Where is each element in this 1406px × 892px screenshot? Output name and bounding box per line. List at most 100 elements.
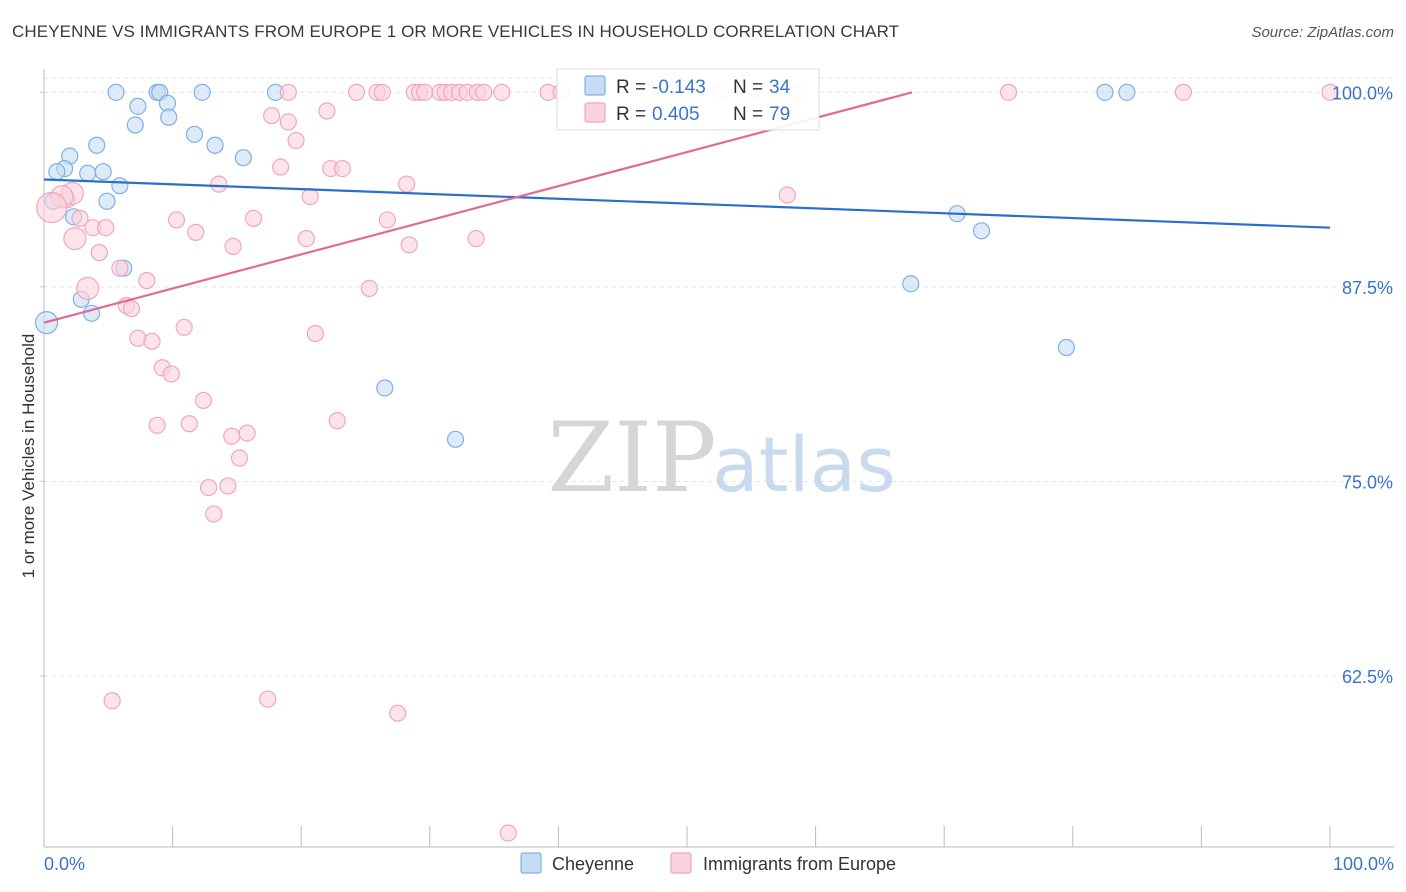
point-cheyenne <box>79 164 97 182</box>
point-cheyenne <box>88 136 106 154</box>
watermark-atlas: atlas <box>712 420 896 509</box>
point-europe <box>167 211 186 229</box>
point-europe <box>272 158 290 176</box>
point-europe <box>138 272 156 290</box>
point-europe <box>1321 83 1339 101</box>
point-europe <box>219 477 237 495</box>
point-europe <box>143 332 161 350</box>
point-europe <box>71 209 89 227</box>
point-europe <box>36 191 68 224</box>
point-cheyenne <box>94 163 112 181</box>
point-europe <box>360 279 378 297</box>
watermark-zip: ZIP <box>547 402 716 514</box>
point-europe <box>306 324 324 343</box>
chart-source: Source: ZipAtlas.com <box>1251 24 1394 41</box>
stats-legend: R = -0.143 N = 34 R = 0.405 N = 79 <box>556 68 820 131</box>
trend-line-cheyenne <box>43 178 1331 229</box>
point-cheyenne <box>1057 338 1075 357</box>
point-europe <box>194 391 213 410</box>
point-cheyenne <box>48 163 66 181</box>
gridlines <box>40 77 1394 677</box>
point-cheyenne <box>111 177 129 195</box>
stats-n-label-cheyenne: N = <box>733 77 763 98</box>
point-cheyenne <box>107 83 125 101</box>
stats-r-value-europe: 0.405 <box>652 104 700 125</box>
point-europe <box>1174 83 1192 101</box>
watermark: ZIP atlas <box>547 402 895 514</box>
point-europe <box>111 259 129 277</box>
point-europe <box>493 83 511 101</box>
point-europe <box>76 276 100 300</box>
point-cheyenne <box>185 125 204 143</box>
x-tick-label-min: 0.0% <box>44 854 85 874</box>
point-europe <box>122 300 141 318</box>
point-europe <box>999 83 1018 101</box>
point-europe <box>90 244 108 262</box>
point-europe <box>318 102 336 120</box>
point-europe <box>103 692 121 710</box>
point-europe <box>279 113 297 131</box>
stats-r-value-cheyenne: -0.143 <box>652 77 706 98</box>
point-europe <box>400 236 418 254</box>
point-europe <box>129 329 147 347</box>
point-cheyenne <box>193 83 211 101</box>
legend-swatch-europe <box>670 852 692 874</box>
point-europe <box>333 159 351 178</box>
point-europe <box>223 427 241 445</box>
point-cheyenne <box>1096 83 1114 101</box>
point-europe <box>475 83 493 101</box>
y-tick-label: 100.0% <box>1332 83 1393 103</box>
point-europe <box>230 449 249 467</box>
point-cheyenne <box>206 136 224 154</box>
point-europe <box>297 230 315 248</box>
point-europe <box>187 223 205 241</box>
x-tick-label-max: 100.0% <box>1333 854 1394 874</box>
point-europe <box>259 690 277 708</box>
point-europe <box>200 478 218 497</box>
point-europe <box>180 415 198 433</box>
point-cheyenne <box>129 97 147 115</box>
point-europe <box>238 424 256 442</box>
legend-label-europe: Immigrants from Europe <box>703 854 896 874</box>
point-europe <box>301 187 319 206</box>
point-cheyenne <box>126 116 144 134</box>
trend-line-europe <box>43 91 913 324</box>
stats-r-label-cheyenne: R = <box>616 77 646 98</box>
point-cheyenne <box>446 430 465 448</box>
y-axis-label: 1 or more Vehicles in Household <box>19 334 38 579</box>
point-europe <box>389 704 407 722</box>
point-cheyenne <box>98 192 116 210</box>
point-europe <box>97 219 115 237</box>
stats-n-value-cheyenne: 34 <box>769 77 791 98</box>
point-europe <box>398 175 416 193</box>
y-tick-labels: 100.0% 87.5% 75.0% 62.5% <box>1332 83 1393 687</box>
point-europe <box>378 211 396 229</box>
point-europe <box>373 83 391 101</box>
point-europe <box>210 175 228 193</box>
point-europe <box>499 824 517 842</box>
point-europe <box>328 412 346 430</box>
point-europe <box>416 83 434 101</box>
point-europe <box>205 505 223 523</box>
point-europe <box>175 318 193 336</box>
point-europe <box>245 209 263 227</box>
point-cheyenne <box>160 108 178 126</box>
stats-swatch-cheyenne <box>584 75 606 96</box>
y-tick-label: 75.0% <box>1342 472 1393 492</box>
stats-r-label-europe: R = <box>616 104 646 125</box>
series-legend: Cheyenne Immigrants from Europe <box>520 852 896 874</box>
point-europe <box>778 186 796 204</box>
point-europe <box>148 416 166 434</box>
point-europe <box>263 107 281 125</box>
stats-n-label-europe: N = <box>733 104 763 125</box>
stats-swatch-europe <box>584 102 606 123</box>
legend-swatch-cheyenne <box>520 852 542 874</box>
point-europe <box>287 131 305 150</box>
legend-label-cheyenne: Cheyenne <box>552 854 634 874</box>
point-cheyenne <box>234 149 252 167</box>
stats-n-value-europe: 79 <box>769 104 790 125</box>
point-cheyenne <box>1118 83 1136 101</box>
chart-title: CHEYENNE VS IMMIGRANTS FROM EUROPE 1 OR … <box>12 22 900 41</box>
y-tick-label: 62.5% <box>1342 667 1393 687</box>
